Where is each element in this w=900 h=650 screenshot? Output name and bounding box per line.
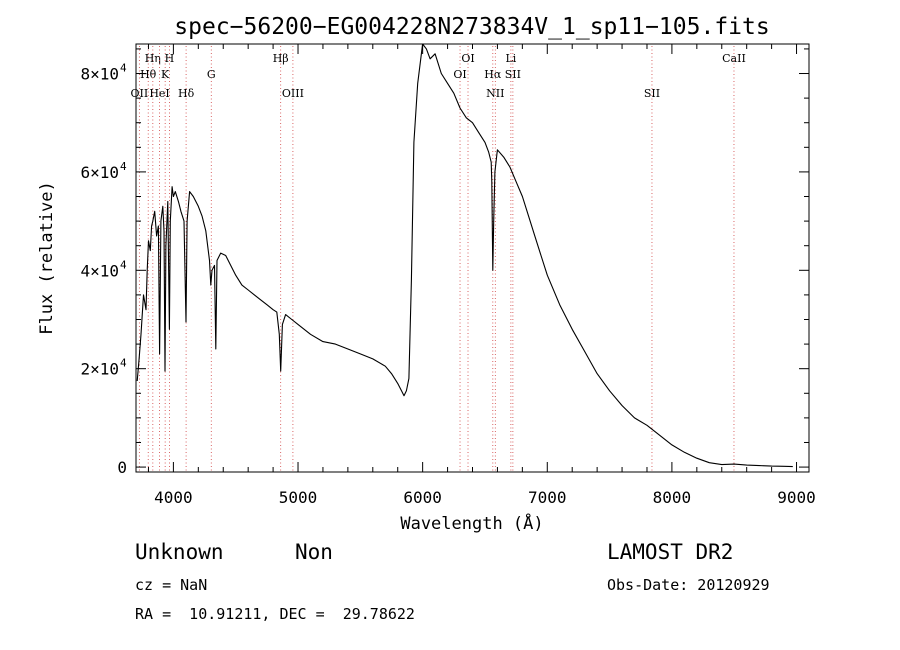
line-label: G — [207, 68, 216, 81]
y-tick-label: 8×10 — [80, 65, 119, 84]
spectrum-line — [136, 43, 793, 468]
redshift-readout: cz = NaN — [135, 576, 208, 594]
x-tick-label: 9000 — [777, 488, 816, 507]
y-tick-exponent: 4 — [120, 357, 127, 370]
spectrum-series — [136, 43, 793, 468]
class-label: Unknown — [135, 540, 224, 564]
line-label: K — [161, 68, 170, 81]
x-tick-label: 6000 — [403, 488, 442, 507]
line-label: Li — [505, 52, 516, 65]
line-label: SII — [644, 87, 660, 100]
y-tick-label: 6×10 — [80, 163, 119, 182]
y-tick-exponent: 4 — [120, 160, 127, 173]
x-tick-label: 7000 — [528, 488, 567, 507]
line-label: CaII — [722, 52, 746, 65]
line-label: Hθ — [140, 68, 157, 81]
chart-title: spec−56200−EG004228N273834V_1_sp11−105.f… — [174, 14, 769, 40]
line-label: H — [165, 52, 175, 65]
line-label: OI — [453, 68, 466, 81]
y-tick-label: 4×10 — [80, 261, 119, 280]
line-label: OII — [131, 87, 149, 100]
plot-frame — [135, 43, 810, 473]
x-tick-label: 4000 — [154, 488, 193, 507]
y-tick-exponent: 4 — [120, 62, 127, 75]
x-tick-label: 8000 — [653, 488, 692, 507]
y-tick-label: 2×10 — [80, 360, 119, 379]
coordinates-readout: RA = 10.91211, DEC = 29.78622 — [135, 605, 415, 623]
spectral-line-markers: OII Hθ Hη HeI KH Hδ G Hβ OIII OI OI Hα NII Li SII SII Ca… — [131, 46, 746, 472]
line-label: OI — [461, 52, 474, 65]
line-label: NII — [486, 87, 504, 100]
subclass-label: Non — [295, 540, 333, 564]
line-label: Hα — [484, 68, 502, 81]
line-label: OIII — [282, 87, 304, 100]
obs-date: Obs-Date: 20120929 — [607, 576, 770, 594]
y-tick-label: 0 — [117, 458, 127, 477]
y-axis-label: Flux (relative) — [37, 181, 57, 335]
x-axis-ticks: 4000 5000 6000 7000 8000 9000 — [147, 44, 816, 507]
x-tick-label: 5000 — [279, 488, 318, 507]
spectrum-chart: spec−56200−EG004228N273834V_1_sp11−105.f… — [37, 14, 816, 534]
line-label: SII — [505, 68, 521, 81]
line-label: HeI — [149, 87, 169, 100]
x-axis-label: Wavelength (Å) — [400, 512, 543, 534]
line-label: Hδ — [178, 87, 195, 100]
y-axis-ticks: 02×10 44×10 46×10 48×10 4 — [80, 48, 809, 477]
line-label: Hβ — [273, 52, 289, 65]
survey-label: LAMOST DR2 — [607, 540, 734, 564]
line-label: Hη — [145, 52, 161, 65]
y-tick-exponent: 4 — [120, 258, 127, 271]
